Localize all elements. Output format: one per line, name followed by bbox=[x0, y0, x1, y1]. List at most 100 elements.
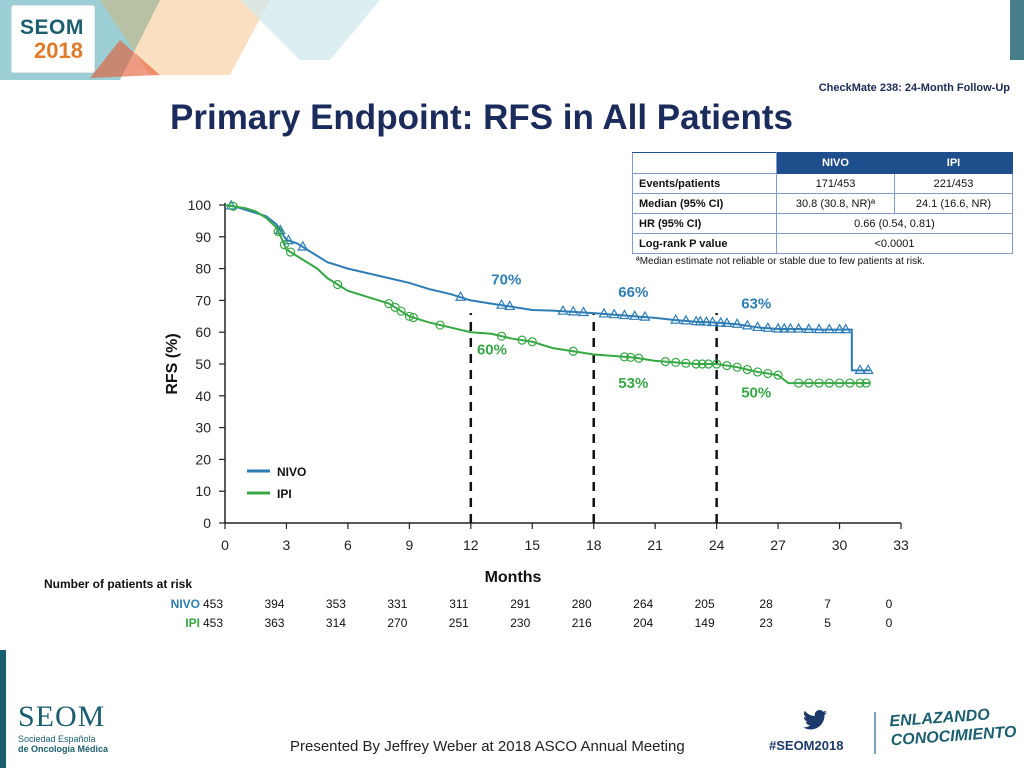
censor-mark-nivo bbox=[455, 290, 467, 301]
censor-mark-ipi bbox=[285, 247, 296, 257]
censor-mark-nivo bbox=[862, 364, 874, 374]
twitter-icon bbox=[803, 710, 827, 730]
stats-footnote: ªMedian estimate not reliable or stable … bbox=[636, 256, 925, 267]
censor-mark-nivo bbox=[778, 322, 790, 333]
censor-mark-ipi bbox=[773, 370, 783, 380]
censor-mark-ipi bbox=[228, 201, 238, 211]
censor-mark-ipi bbox=[681, 358, 691, 368]
risk-value: 251 bbox=[448, 616, 469, 630]
legend-label-ipi: IPI bbox=[277, 487, 292, 501]
series-line-ipi bbox=[224, 204, 871, 385]
censor-mark-ipi bbox=[722, 360, 732, 371]
censor-mark-nivo bbox=[639, 310, 651, 321]
censor-mark-nivo bbox=[700, 315, 712, 326]
censor-mark-ipi bbox=[273, 226, 283, 237]
risk-value: 7 bbox=[824, 597, 831, 611]
x-axis-label: Months bbox=[485, 569, 542, 586]
risk-value: 363 bbox=[264, 616, 285, 630]
risk-value: 28 bbox=[759, 597, 773, 611]
censor-mark-nivo bbox=[752, 321, 764, 332]
censor-mark-ipi bbox=[568, 346, 578, 356]
y-tick-label: 50 bbox=[195, 356, 211, 372]
censor-mark-ipi bbox=[834, 378, 845, 388]
risk-value: 311 bbox=[449, 597, 469, 611]
censor-mark-ipi bbox=[619, 352, 630, 362]
stats-label: Events/patients bbox=[632, 173, 777, 194]
risk-value: 230 bbox=[510, 616, 531, 630]
censor-mark-nivo bbox=[618, 309, 630, 320]
censor-mark-ipi bbox=[861, 378, 871, 388]
risk-value: 331 bbox=[387, 597, 408, 611]
censor-mark-nivo bbox=[741, 319, 753, 330]
km-chart: 0 10 20 30 40 50 60 70 80 90 100 0 3 6 9 12 15 18 21 24 27 30… bbox=[164, 197, 909, 586]
left-edge-decoration bbox=[0, 650, 6, 768]
risk-value: 149 bbox=[694, 616, 715, 630]
survival-annotation: 60% bbox=[477, 341, 507, 358]
censor-mark-ipi bbox=[634, 353, 644, 363]
x-tick-label: 9 bbox=[405, 537, 413, 553]
censor-mark-ipi bbox=[527, 337, 537, 347]
y-tick-label: 60 bbox=[195, 324, 211, 340]
x-tick-label: 33 bbox=[893, 537, 909, 553]
censor-mark-nivo bbox=[813, 323, 825, 334]
censor-mark-nivo bbox=[297, 240, 309, 251]
censor-mark-nivo bbox=[577, 306, 590, 317]
y-tick-label: 70 bbox=[195, 292, 211, 308]
risk-value: 453 bbox=[202, 616, 224, 630]
censor-mark-nivo bbox=[840, 323, 852, 334]
stats-table: NIVO IPI Events/patients 171/453 221/453… bbox=[632, 152, 1013, 254]
y-axis-label: RFS (%) bbox=[164, 333, 181, 394]
censor-mark-nivo bbox=[496, 298, 508, 309]
y-tick-label: 40 bbox=[195, 388, 211, 404]
risk-value: 216 bbox=[571, 616, 592, 630]
censor-mark-ipi bbox=[496, 331, 507, 341]
stats-label: Median (95% CI) bbox=[632, 193, 777, 214]
censor-mark-ipi bbox=[279, 240, 290, 250]
censor-mark-ipi bbox=[671, 357, 681, 368]
risk-value: 280 bbox=[571, 597, 592, 611]
risk-value: 453 bbox=[202, 597, 224, 611]
risk-value: 23 bbox=[759, 616, 773, 630]
x-tick-label: 24 bbox=[709, 537, 725, 553]
stats-combined-value: <0.0001 bbox=[776, 233, 1013, 254]
censor-mark-nivo bbox=[707, 316, 719, 327]
risk-value: 291 bbox=[510, 597, 531, 611]
footer-org-line1: Sociedad Española bbox=[18, 734, 96, 744]
x-tick-label: 6 bbox=[344, 537, 352, 553]
stats-row: Median (95% CI) 30.8 (30.8, NR)ª 24.1 (1… bbox=[632, 193, 1013, 214]
slide-title: Primary Endpoint: RFS in All Patients bbox=[170, 98, 793, 137]
censor-mark-ipi bbox=[660, 357, 671, 367]
slogan: ENLAZANDO CONOCIMIENTO bbox=[889, 704, 1017, 751]
x-tick-label: 18 bbox=[586, 537, 602, 553]
censor-mark-nivo bbox=[557, 304, 569, 315]
censor-mark-ipi bbox=[763, 368, 773, 379]
x-tick-label: 15 bbox=[524, 537, 540, 553]
risk-value: 204 bbox=[633, 616, 654, 630]
slide-subtitle: CheckMate 238: 24-Month Follow-Up bbox=[818, 82, 1010, 94]
risk-value: 205 bbox=[694, 597, 715, 611]
risk-value: 314 bbox=[325, 616, 346, 630]
x-tick-label: 21 bbox=[647, 537, 663, 553]
censor-mark-ipi bbox=[845, 378, 855, 388]
x-tick-label: 3 bbox=[283, 537, 291, 553]
censor-mark-ipi bbox=[814, 378, 824, 388]
censor-mark-ipi bbox=[742, 364, 752, 375]
stats-header-nivo: NIVO bbox=[776, 152, 895, 174]
risk-row-label: IPI bbox=[185, 616, 200, 630]
risk-row-label: NIVO bbox=[170, 597, 200, 611]
y-tick-label: 90 bbox=[195, 229, 211, 245]
series-line-nivo bbox=[224, 204, 871, 372]
censor-mark-ipi bbox=[408, 312, 419, 323]
survival-annotation: 50% bbox=[741, 384, 771, 401]
censor-mark-nivo bbox=[680, 314, 692, 325]
censor-mark-nivo bbox=[721, 317, 733, 328]
censor-mark-ipi bbox=[697, 359, 707, 369]
hashtag-link[interactable]: #SEOM2018 bbox=[769, 738, 844, 753]
censor-mark-nivo bbox=[715, 316, 727, 327]
footer-divider bbox=[874, 712, 876, 754]
logo-year: 2018 bbox=[34, 38, 83, 63]
risk-value: 5 bbox=[824, 616, 831, 630]
logo-text: SEOM bbox=[20, 16, 84, 39]
y-tick-label: 10 bbox=[195, 483, 211, 499]
censor-mark-nivo bbox=[694, 315, 706, 326]
